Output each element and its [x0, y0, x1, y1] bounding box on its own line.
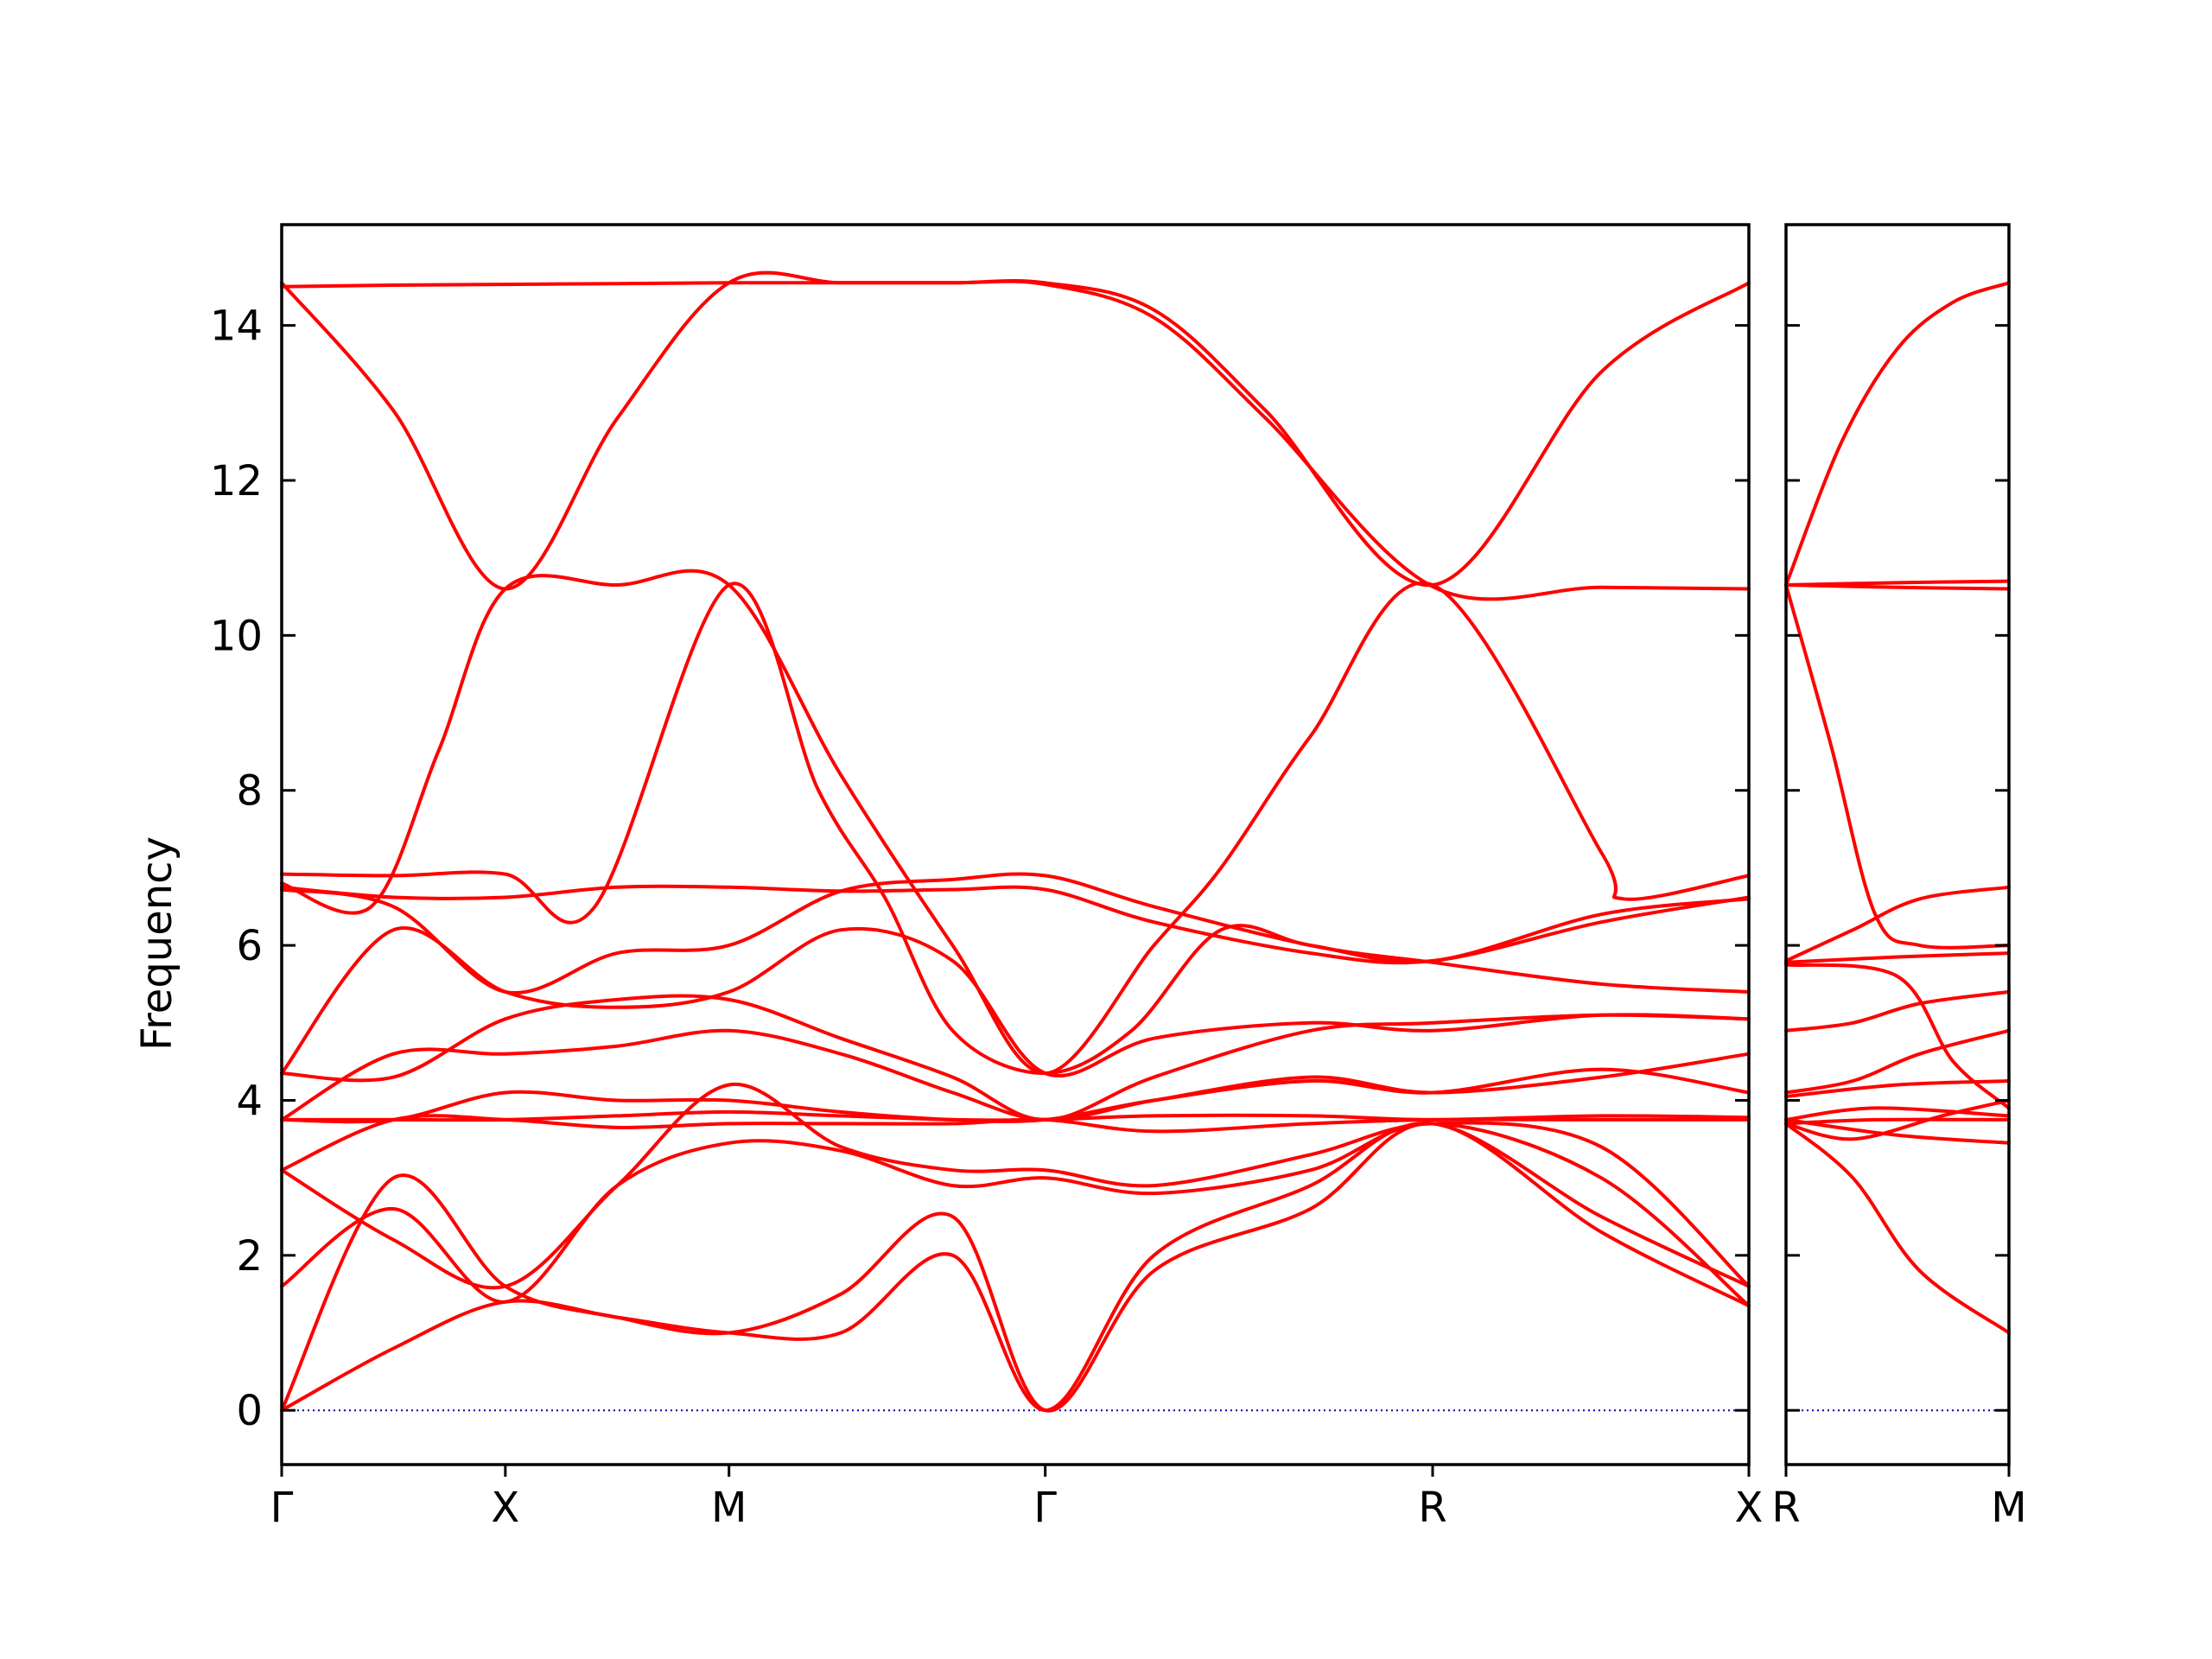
- y-tick-label: 6: [236, 922, 263, 970]
- x-tick-label: X: [1735, 1484, 1764, 1532]
- x-tick-label: R: [1418, 1484, 1446, 1532]
- y-tick-label: 14: [210, 302, 263, 351]
- y-tick-label: 10: [210, 612, 263, 660]
- band-line-5: [280, 884, 1751, 965]
- panel-1: 0 2 4 6 8 10 12 14 Γ X M Γ R X: [210, 223, 1764, 1532]
- plot-frame: [1784, 223, 2011, 1466]
- band-line-13: [1784, 1117, 2011, 1145]
- band-line-2: [280, 279, 1751, 601]
- band-line-9: [280, 1028, 1751, 1122]
- band-line-16: [280, 1122, 1751, 1413]
- band-line-14: [1784, 1098, 2011, 1141]
- band-line-7: [280, 926, 1751, 1078]
- x-tick-label: R: [1771, 1484, 1800, 1532]
- x-tick-label: Γ: [270, 1484, 294, 1532]
- y-tick-label: 0: [236, 1387, 263, 1435]
- y-axis-label: Frequency: [133, 836, 181, 1051]
- band-line-3: [1784, 583, 2011, 591]
- band-line-9: [1784, 1028, 2011, 1095]
- band-line-12: [280, 1114, 1751, 1173]
- band-line-10: [1784, 1079, 2011, 1098]
- band-line-14: [280, 1122, 1751, 1308]
- x-tick-label: Γ: [1033, 1484, 1057, 1532]
- x-tick-label: M: [1991, 1484, 2026, 1532]
- band-line-15: [1784, 1122, 2011, 1335]
- band-line-8: [1784, 989, 2011, 1033]
- y-tick-label: 12: [210, 457, 263, 505]
- y-tick-label: 2: [236, 1232, 263, 1281]
- band-line-5: [1784, 885, 2011, 963]
- x-tick-label: X: [491, 1484, 519, 1532]
- y-tick-label: 4: [236, 1077, 263, 1125]
- band-line-11: [1784, 1106, 2011, 1122]
- band-line-8: [280, 994, 1751, 1122]
- band-line-7: [1784, 963, 2011, 1110]
- x-tick-label: M: [711, 1484, 747, 1532]
- band-line-1: [1784, 281, 2011, 587]
- band-line-4: [1784, 583, 2011, 950]
- y-tick-label: 8: [236, 767, 263, 816]
- band-line-3: [280, 569, 1751, 1076]
- plot-frame: [280, 223, 1751, 1466]
- band-line-6: [1784, 951, 2011, 964]
